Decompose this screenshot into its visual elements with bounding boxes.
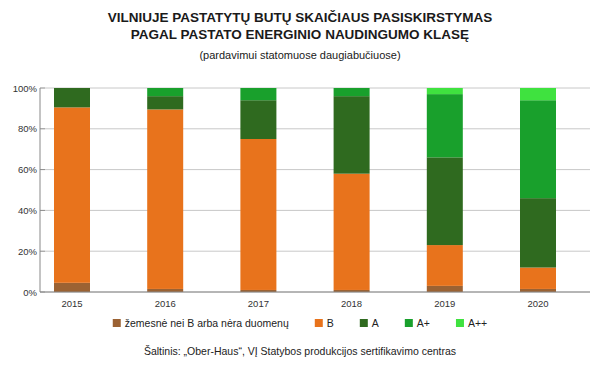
bar-segment <box>520 268 556 289</box>
title: VILNIUJE PASTATYTŲ BUTŲ SKAIČIAUS PASISK… <box>108 10 493 25</box>
legend: žemesnė nei B arba nėra duomenų B A A+ A++ <box>113 317 487 329</box>
legend-label: B <box>327 317 334 329</box>
bar-segment <box>54 88 90 89</box>
tick-mark <box>40 169 45 170</box>
legend-swatch <box>360 319 368 327</box>
bar-segment <box>147 109 183 289</box>
category-label: 2016 <box>155 298 176 309</box>
bar-segment <box>520 198 556 267</box>
category-label: 2015 <box>61 298 82 309</box>
category-label: 2018 <box>341 298 362 309</box>
bar-segment <box>520 88 556 100</box>
bar-segment <box>147 96 183 109</box>
bar-segment <box>240 88 276 89</box>
tick-mark <box>40 210 45 211</box>
legend-swatch <box>315 319 323 327</box>
bar-segment <box>54 88 90 107</box>
bar-segment <box>240 88 276 100</box>
tick-label: 20% <box>18 246 38 257</box>
tick-label: 40% <box>18 205 38 216</box>
bar-segment <box>427 157 463 245</box>
bar-segment <box>334 88 370 96</box>
tick-mark <box>40 88 45 89</box>
legend-swatch <box>113 319 121 327</box>
tick-mark <box>40 128 45 129</box>
bar-segment <box>520 100 556 198</box>
bar-segment <box>54 283 90 292</box>
bar-segment <box>427 88 463 94</box>
bar-segment <box>427 94 463 157</box>
title: PAGAL PASTATO ENERGINIO NAUDINGUMO KLASĘ <box>131 27 469 42</box>
bars <box>54 88 556 292</box>
grid-line <box>45 128 590 129</box>
category-label: 2020 <box>527 298 548 309</box>
tick-label: 60% <box>18 164 38 175</box>
bar-segment <box>334 88 370 89</box>
bar-segment <box>54 88 90 89</box>
bar-segment <box>240 100 276 139</box>
grid-line <box>45 169 590 170</box>
source: Šaltinis: „Ober-Haus“, VĮ Statybos produ… <box>144 345 456 357</box>
chart: VILNIUJE PASTATYTŲ BUTŲ SKAIČIAUS PASISK… <box>0 0 600 369</box>
grid-line <box>45 88 590 89</box>
legend-label: A <box>372 317 379 329</box>
bar-segment <box>240 139 276 290</box>
grid-line <box>45 251 590 252</box>
x-axis <box>40 292 590 293</box>
tick-label: 0% <box>23 287 37 298</box>
legend-label: A++ <box>468 317 487 329</box>
legend-swatch <box>405 319 413 327</box>
category-label: 2017 <box>248 298 269 309</box>
tick-label: 100% <box>13 83 38 94</box>
bar-segment <box>334 96 370 174</box>
bar-segment <box>334 174 370 290</box>
legend-label: žemesnė nei B arba nėra duomenų <box>125 317 289 329</box>
tick-label: 80% <box>18 123 38 134</box>
tick-mark <box>40 251 45 252</box>
bar-segment <box>147 88 183 96</box>
legend-label: A+ <box>417 317 430 329</box>
y-axis <box>40 88 41 292</box>
bar-segment <box>427 245 463 286</box>
category-label: 2019 <box>434 298 455 309</box>
bar-segment <box>147 88 183 89</box>
bar-segment <box>427 286 463 292</box>
grid-line <box>45 210 590 211</box>
bar-segment <box>54 107 90 282</box>
subtitle: (pardavimui statomuose daugiabučiuose) <box>199 49 400 61</box>
legend-swatch <box>456 319 464 327</box>
